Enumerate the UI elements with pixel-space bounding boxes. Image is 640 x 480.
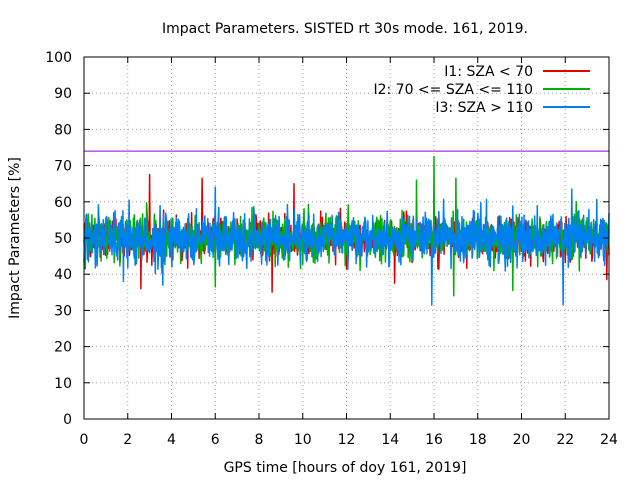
x-tick-label: 10 [294, 432, 312, 448]
x-tick-label: 18 [469, 432, 487, 448]
y-tick-label: 70 [54, 159, 72, 175]
y-axis-ticks: 0 10 20 30 40 50 60 70 80 90 100 [45, 50, 609, 428]
y-tick-label: 10 [54, 376, 72, 392]
x-axis-ticks: 0 2 4 6 8 10 12 14 16 18 20 22 24 [80, 57, 618, 448]
x-tick-label: 24 [600, 432, 618, 448]
y-tick-label: 100 [45, 50, 72, 66]
legend-label-i2: I2: 70 <= SZA <= 110 [373, 82, 533, 98]
y-tick-label: 0 [63, 412, 72, 428]
x-tick-label: 2 [123, 432, 132, 448]
y-tick-label: 40 [54, 267, 72, 283]
y-tick-label: 20 [54, 340, 72, 356]
y-tick-label: 50 [54, 231, 72, 247]
x-tick-label: 20 [513, 432, 531, 448]
x-axis-label: GPS time [hours of doy 161, 2019] [224, 460, 467, 476]
x-tick-label: 16 [425, 432, 443, 448]
y-tick-label: 60 [54, 195, 72, 211]
x-tick-label: 6 [211, 432, 220, 448]
y-axis-label: Impact Parameters [%] [7, 157, 23, 319]
x-tick-label: 12 [338, 432, 356, 448]
x-tick-label: 8 [255, 432, 264, 448]
series-line-3 [83, 186, 610, 306]
y-tick-label: 90 [54, 86, 72, 102]
legend-label-i1: I1: SZA < 70 [444, 64, 533, 80]
legend-label-i3: I3: SZA > 110 [435, 100, 533, 116]
x-tick-label: 14 [381, 432, 399, 448]
legend: I1: SZA < 70 I2: 70 <= SZA <= 110 I3: SZ… [373, 64, 590, 116]
x-tick-label: 0 [80, 432, 89, 448]
y-tick-label: 30 [54, 303, 72, 319]
y-tick-label: 80 [54, 122, 72, 138]
chart-title: Impact Parameters. SISTED rt 30s mode. 1… [162, 21, 528, 37]
x-tick-label: 4 [167, 432, 176, 448]
x-tick-label: 22 [556, 432, 574, 448]
series-layer [83, 155, 610, 306]
